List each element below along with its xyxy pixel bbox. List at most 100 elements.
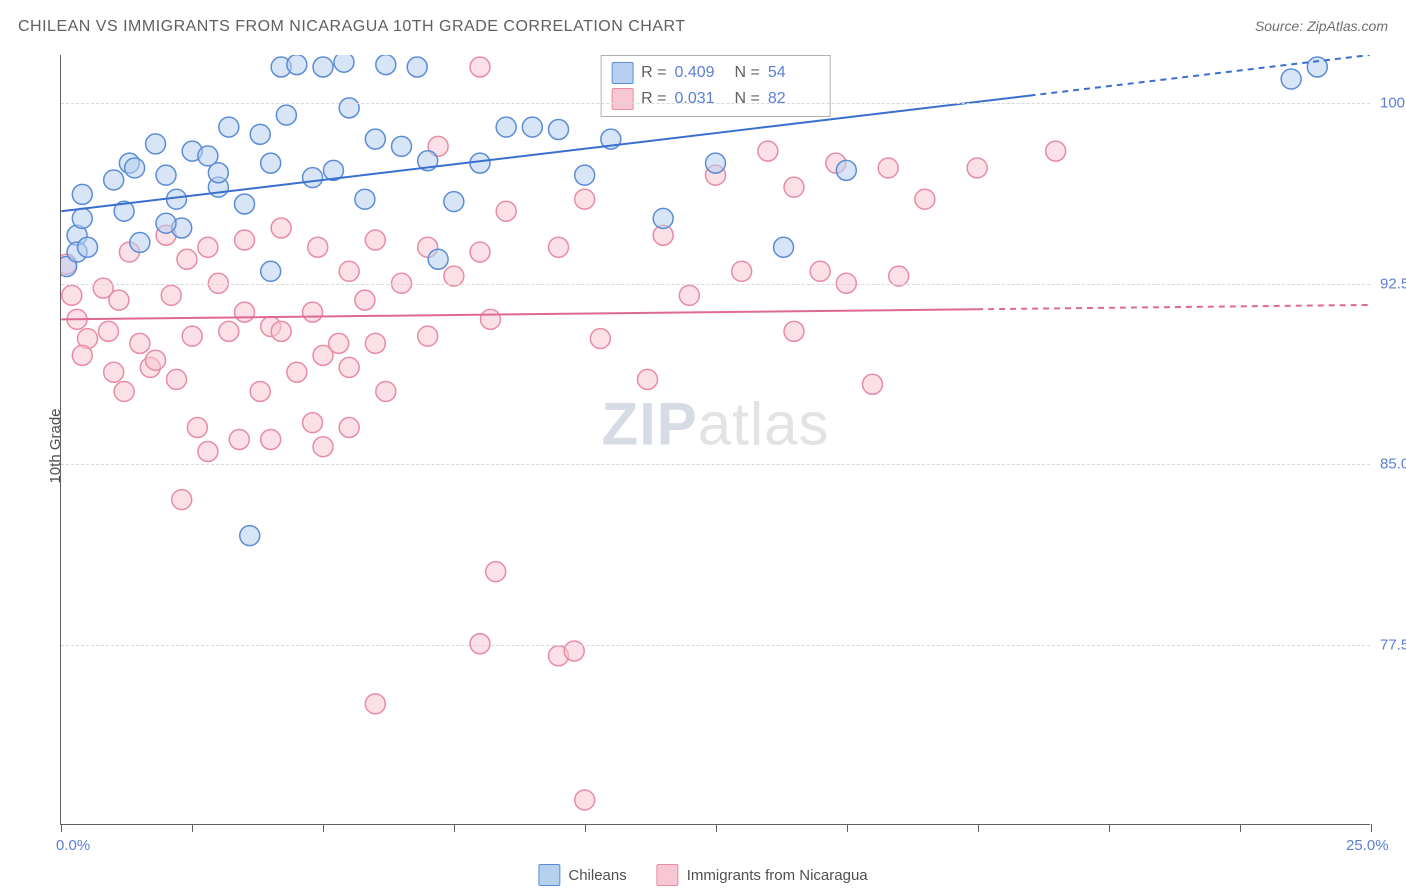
point-chileans	[601, 129, 621, 149]
point-nicaragua	[365, 694, 385, 714]
point-nicaragua	[235, 230, 255, 250]
legend-item-nicaragua: Immigrants from Nicaragua	[657, 864, 868, 886]
point-nicaragua	[72, 345, 92, 365]
x-tick-label: 25.0%	[1346, 837, 1389, 854]
point-nicaragua	[114, 381, 134, 401]
n-value-nicaragua: 82	[768, 90, 820, 108]
point-chileans	[549, 120, 569, 140]
point-chileans	[114, 201, 134, 221]
point-chileans	[208, 163, 228, 183]
point-chileans	[78, 237, 98, 257]
swatch-nicaragua-icon	[611, 88, 633, 110]
point-chileans	[376, 55, 396, 75]
y-tick-label: 85.0%	[1380, 456, 1406, 473]
point-chileans	[261, 261, 281, 281]
x-tick	[978, 824, 979, 832]
point-nicaragua	[271, 218, 291, 238]
point-nicaragua	[1046, 141, 1066, 161]
point-chileans	[1281, 69, 1301, 89]
trendline-dashed-chileans	[1029, 55, 1369, 96]
point-chileans	[323, 160, 343, 180]
point-chileans	[146, 134, 166, 154]
point-chileans	[313, 57, 333, 77]
point-chileans	[392, 136, 412, 156]
point-nicaragua	[219, 321, 239, 341]
point-nicaragua	[418, 326, 438, 346]
x-tick	[61, 824, 62, 832]
point-chileans	[355, 189, 375, 209]
point-nicaragua	[486, 562, 506, 582]
point-nicaragua	[62, 285, 82, 305]
gridline	[61, 464, 1370, 465]
trendline-nicaragua	[61, 309, 977, 319]
trendline-chileans	[61, 96, 1029, 212]
x-tick	[323, 824, 324, 832]
point-nicaragua	[229, 430, 249, 450]
gridline	[61, 103, 1370, 104]
point-chileans	[208, 177, 228, 197]
point-nicaragua	[706, 165, 726, 185]
point-chileans	[198, 146, 218, 166]
point-nicaragua	[826, 153, 846, 173]
point-chileans	[774, 237, 794, 257]
point-chileans	[444, 192, 464, 212]
chart-source: Source: ZipAtlas.com	[1255, 18, 1388, 34]
y-tick-label: 100.0%	[1380, 95, 1406, 112]
point-nicaragua	[308, 237, 328, 257]
point-nicaragua	[182, 326, 202, 346]
y-tick-label: 92.5%	[1380, 275, 1406, 292]
point-chileans	[276, 105, 296, 125]
legend-item-chileans: Chileans	[538, 864, 626, 886]
point-nicaragua	[590, 329, 610, 349]
x-tick	[192, 824, 193, 832]
legend-label: Immigrants from Nicaragua	[687, 867, 868, 884]
point-nicaragua	[93, 278, 113, 298]
point-chileans	[339, 98, 359, 118]
point-nicaragua	[287, 362, 307, 382]
plot-area: ZIPatlas R = 0.409 N = 54 R = 0.031 N = …	[60, 55, 1370, 825]
point-nicaragua	[235, 302, 255, 322]
point-nicaragua	[653, 225, 673, 245]
point-nicaragua	[177, 249, 197, 269]
point-nicaragua	[967, 158, 987, 178]
point-nicaragua	[187, 417, 207, 437]
point-chileans	[303, 168, 323, 188]
y-tick-label: 77.5%	[1380, 636, 1406, 653]
point-nicaragua	[575, 189, 595, 209]
point-nicaragua	[109, 290, 129, 310]
point-chileans	[334, 55, 354, 72]
point-chileans	[250, 124, 270, 144]
point-nicaragua	[172, 490, 192, 510]
x-tick	[585, 824, 586, 832]
point-chileans	[522, 117, 542, 137]
point-nicaragua	[78, 329, 98, 349]
point-nicaragua	[303, 413, 323, 433]
point-nicaragua	[198, 237, 218, 257]
swatch-chileans-icon	[538, 864, 560, 886]
point-chileans	[418, 151, 438, 171]
point-nicaragua	[313, 437, 333, 457]
point-nicaragua	[339, 357, 359, 377]
x-tick	[847, 824, 848, 832]
point-nicaragua	[119, 242, 139, 262]
inner-legend: R = 0.409 N = 54 R = 0.031 N = 82	[600, 55, 831, 117]
point-nicaragua	[250, 381, 270, 401]
point-nicaragua	[98, 321, 118, 341]
point-nicaragua	[376, 381, 396, 401]
point-nicaragua	[365, 230, 385, 250]
point-chileans	[496, 117, 516, 137]
point-chileans	[261, 153, 281, 173]
point-nicaragua	[679, 285, 699, 305]
point-chileans	[130, 232, 150, 252]
point-chileans	[61, 256, 77, 276]
point-nicaragua	[61, 254, 77, 274]
point-chileans	[1307, 57, 1327, 77]
r-value-nicaragua: 0.031	[675, 90, 727, 108]
point-nicaragua	[758, 141, 778, 161]
point-nicaragua	[140, 357, 160, 377]
swatch-nicaragua-icon	[657, 864, 679, 886]
chart-title: CHILEAN VS IMMIGRANTS FROM NICARAGUA 10T…	[18, 18, 686, 36]
legend-label: Chileans	[568, 867, 626, 884]
point-chileans	[470, 153, 490, 173]
point-nicaragua	[549, 237, 569, 257]
